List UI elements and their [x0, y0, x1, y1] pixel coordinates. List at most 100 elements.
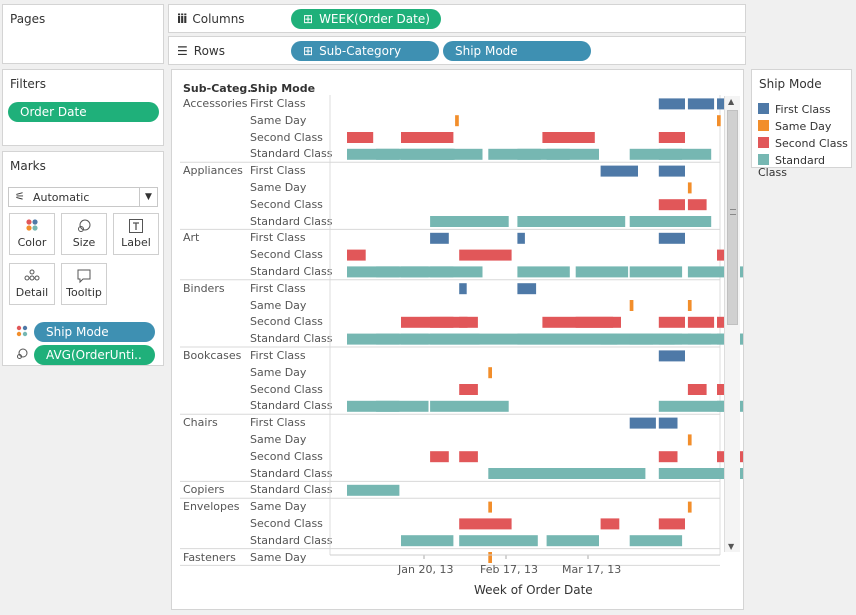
gantt-bar[interactable] — [687, 266, 744, 278]
gantt-bar[interactable] — [347, 484, 400, 496]
gantt-bar[interactable] — [629, 417, 656, 429]
gantt-bar[interactable] — [687, 501, 692, 513]
scroll-up-icon[interactable]: ▲ — [728, 97, 735, 106]
subcategory-label[interactable]: Copiers — [183, 483, 225, 497]
subcategory-label[interactable]: Chairs — [183, 416, 218, 430]
rows-shelf[interactable]: ☰ Rows ⊞ Sub-Category Ship Mode — [168, 36, 746, 65]
gantt-bar[interactable] — [517, 333, 675, 345]
gantt-bar[interactable] — [517, 283, 537, 295]
gantt-bar[interactable] — [347, 333, 400, 345]
gantt-bar[interactable] — [600, 333, 653, 345]
gantt-bar[interactable] — [575, 316, 614, 328]
shipmode-row-label[interactable]: Standard Class — [250, 147, 333, 161]
gantt-bar[interactable] — [658, 199, 685, 211]
gantt-bar[interactable] — [629, 216, 683, 227]
gantt-bar[interactable] — [488, 468, 646, 479]
gantt-bar[interactable] — [347, 400, 400, 412]
gantt-bar[interactable] — [658, 232, 685, 244]
gantt-bar[interactable] — [687, 384, 707, 395]
gantt-bar[interactable] — [575, 266, 629, 278]
gantt-bar[interactable] — [459, 283, 467, 295]
shipmode-row-label[interactable]: Standard Class — [250, 533, 333, 547]
legend-item-first-class[interactable]: First Class — [758, 103, 831, 117]
shipmode-row-label[interactable]: Second Class — [250, 130, 323, 144]
gantt-bar[interactable] — [658, 165, 685, 177]
shipmode-row-label[interactable]: Same Day — [250, 433, 307, 446]
shipmode-row-label[interactable]: Same Day — [250, 113, 307, 127]
shipmode-row-label[interactable]: Second Class — [250, 517, 323, 530]
gantt-bar[interactable] — [430, 400, 509, 412]
shipmode-row-label[interactable]: Second Class — [250, 449, 323, 463]
gantt-bar[interactable] — [488, 552, 492, 563]
gantt-bar[interactable] — [658, 417, 678, 429]
order-date-filter-pill[interactable]: Order Date — [8, 102, 159, 122]
gantt-bar[interactable] — [488, 148, 541, 160]
shipmode-row-label[interactable]: Standard Class — [250, 483, 333, 497]
gantt-bar[interactable] — [542, 132, 595, 143]
gantt-bar[interactable] — [600, 165, 638, 177]
gantt-bar[interactable] — [430, 216, 509, 227]
gantt-bar[interactable] — [430, 266, 483, 278]
gantt-bar[interactable] — [687, 199, 707, 211]
gantt-bar[interactable] — [376, 400, 429, 412]
subcategory-label[interactable]: Bookcases — [183, 349, 242, 362]
gantt-bar[interactable] — [430, 451, 449, 463]
shipmode-row-label[interactable]: First Class — [250, 231, 306, 245]
gantt-bar[interactable] — [687, 182, 692, 194]
color-button[interactable]: Color — [9, 213, 55, 255]
gantt-bar[interactable] — [658, 518, 685, 530]
shipmode-row-label[interactable]: First Class — [250, 281, 306, 295]
shipmode-row-label[interactable]: Standard Class — [250, 399, 333, 413]
sub-category-pill[interactable]: ⊞ Sub-Category — [291, 41, 439, 61]
vertical-scrollbar[interactable]: ▲ ▼ — [724, 96, 740, 552]
gantt-bar[interactable] — [546, 148, 599, 160]
subcategory-label[interactable]: Art — [183, 231, 200, 245]
gantt-bar[interactable] — [517, 266, 570, 278]
gantt-bar[interactable] — [687, 468, 744, 479]
detail-button[interactable]: Detail — [9, 263, 55, 305]
gantt-bar[interactable] — [430, 316, 468, 328]
gantt-bar[interactable] — [687, 333, 744, 345]
shipmode-row-label[interactable]: Standard Class — [250, 466, 333, 480]
gantt-bar[interactable] — [658, 350, 685, 362]
gantt-bar[interactable] — [629, 535, 683, 547]
ship-mode-pill[interactable]: Ship Mode — [443, 41, 591, 61]
subcategory-header[interactable]: Sub-Categ.. — [183, 82, 256, 95]
gantt-bar[interactable] — [347, 266, 400, 278]
shipmode-row-label[interactable]: Standard Class — [250, 265, 333, 278]
gantt-bar[interactable] — [658, 316, 685, 328]
gantt-bar[interactable] — [687, 434, 692, 446]
gantt-bar[interactable] — [401, 148, 454, 160]
gantt-bar[interactable] — [517, 232, 525, 244]
shipmode-header[interactable]: Ship Mode — [250, 82, 316, 95]
columns-shelf[interactable]: iii Columns ⊞ WEEK(Order Date) — [168, 4, 746, 33]
scroll-thumb[interactable] — [727, 110, 738, 325]
subcategory-label[interactable]: Accessories — [183, 97, 248, 110]
ship-mode-color-pill[interactable]: Ship Mode — [34, 322, 155, 342]
shipmode-row-label[interactable]: Standard Class — [250, 214, 333, 228]
shipmode-row-label[interactable]: Same Day — [250, 500, 307, 514]
gantt-bar[interactable] — [687, 300, 692, 311]
gantt-bar[interactable] — [658, 98, 685, 110]
gantt-bar[interactable] — [629, 333, 683, 345]
shipmode-row-label[interactable]: First Class — [250, 164, 306, 178]
legend-item-same-day[interactable]: Same Day — [758, 120, 831, 134]
pages-card[interactable]: Pages — [2, 4, 164, 64]
mark-type-dropdown[interactable]: ⚟ Automatic ▼ — [8, 187, 158, 207]
gantt-bar[interactable] — [546, 535, 599, 547]
gantt-bar[interactable] — [517, 148, 570, 160]
gantt-bar[interactable] — [658, 216, 712, 227]
gantt-bar[interactable] — [459, 518, 512, 530]
shipmode-row-label[interactable]: First Class — [250, 416, 306, 430]
size-button[interactable]: Size — [61, 213, 107, 255]
gantt-bar[interactable] — [430, 232, 449, 244]
gantt-bar[interactable] — [717, 98, 729, 110]
legend-item-second-class[interactable]: Second Class — [758, 137, 848, 151]
shipmode-row-label[interactable]: Second Class — [250, 315, 323, 329]
gantt-bar[interactable] — [459, 535, 538, 547]
gantt-bar[interactable] — [687, 98, 715, 110]
gantt-bar[interactable] — [455, 115, 459, 127]
gantt-bar[interactable] — [517, 216, 570, 227]
legend-item-standard-class[interactable]: Standard Class — [758, 154, 851, 179]
gantt-bar[interactable] — [658, 468, 712, 479]
